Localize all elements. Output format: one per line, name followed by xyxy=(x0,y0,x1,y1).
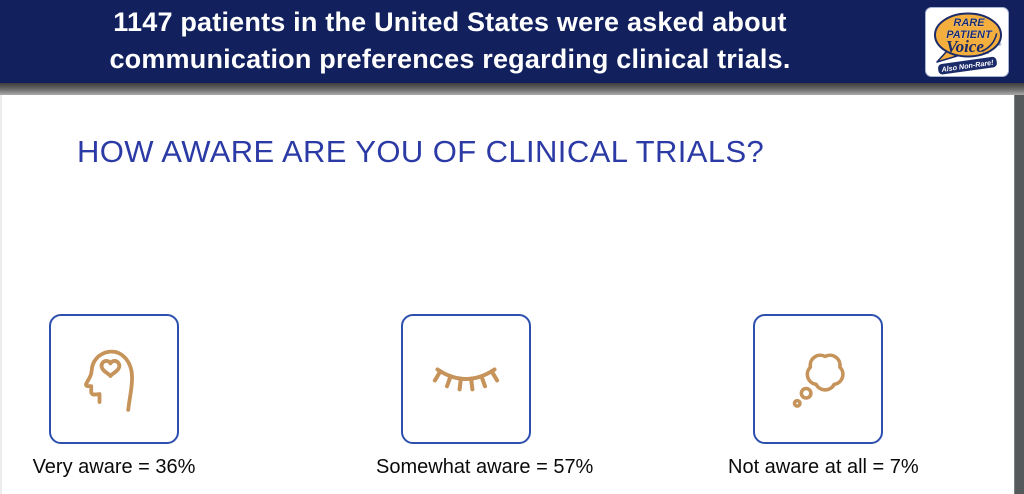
awareness-item-not-aware: Not aware at all = 7% xyxy=(728,314,919,479)
somewhat-aware-label: Somewhat aware = 57% xyxy=(376,456,594,478)
thought-bubble-icon xyxy=(792,353,845,408)
very-aware-icon-box xyxy=(49,314,179,444)
logo-text-patient: PATIENT xyxy=(946,29,993,41)
logo-text-voice: Voice xyxy=(946,37,984,56)
header-statement-line2: communication preferences regarding clin… xyxy=(109,44,791,74)
head-with-heart-icon xyxy=(84,349,134,412)
logo-swoosh xyxy=(981,33,998,52)
closed-eye-icon xyxy=(432,367,500,392)
header-banner: 1147 patients in the United States were … xyxy=(0,0,1024,83)
somewhat-aware-icon-box xyxy=(401,314,531,444)
right-edge-strip xyxy=(1014,95,1024,494)
very-aware-label: Very aware = 36% xyxy=(32,456,196,478)
logo-graphic: RARE PATIENT Voice LLC ® Also Non-Rare! xyxy=(925,7,1009,77)
page-title: HOW AWARE ARE YOU OF CLINICAL TRIALS? xyxy=(77,134,765,169)
not-aware-label: Not aware at all = 7% xyxy=(728,456,919,478)
not-aware-icon-box xyxy=(753,314,883,444)
header-statement-line1: 1147 patients in the United States were … xyxy=(113,7,787,37)
logo-text-rare: RARE xyxy=(953,17,985,29)
rare-patient-voice-logo: RARE PATIENT Voice LLC ® Also Non-Rare! xyxy=(925,7,1009,77)
left-edge-strip xyxy=(0,95,2,494)
speech-bubble-icon xyxy=(934,12,1002,58)
logo-registered-mark: ® xyxy=(998,41,1002,47)
awareness-item-very-aware: Very aware = 36% xyxy=(24,314,204,479)
awareness-item-somewhat-aware: Somewhat aware = 57% xyxy=(376,314,594,479)
logo-text-llc: LLC xyxy=(983,51,990,55)
header-statement: 1147 patients in the United States were … xyxy=(60,4,840,78)
header-shadow-strip xyxy=(0,83,1024,95)
